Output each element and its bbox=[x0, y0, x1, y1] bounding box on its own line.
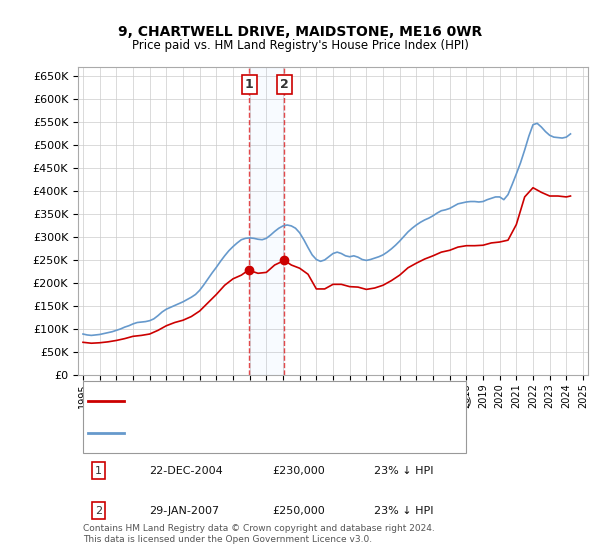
Text: 23% ↓ HPI: 23% ↓ HPI bbox=[374, 506, 433, 516]
Text: HPI: Average price, detached house, Maidstone: HPI: Average price, detached house, Maid… bbox=[134, 428, 381, 437]
Text: 29-JAN-2007: 29-JAN-2007 bbox=[149, 506, 220, 516]
Text: 22-DEC-2004: 22-DEC-2004 bbox=[149, 466, 223, 476]
Text: 1: 1 bbox=[245, 78, 254, 91]
Text: 1: 1 bbox=[95, 466, 102, 476]
Text: 2: 2 bbox=[95, 506, 102, 516]
Bar bbox=[249, 67, 284, 375]
Text: 23% ↓ HPI: 23% ↓ HPI bbox=[374, 466, 433, 476]
Text: 2: 2 bbox=[280, 78, 289, 91]
Text: 9, CHARTWELL DRIVE, MAIDSTONE, ME16 0WR: 9, CHARTWELL DRIVE, MAIDSTONE, ME16 0WR bbox=[118, 25, 482, 39]
Text: £230,000: £230,000 bbox=[272, 466, 325, 476]
Text: 9, CHARTWELL DRIVE, MAIDSTONE, ME16 0WR (detached house): 9, CHARTWELL DRIVE, MAIDSTONE, ME16 0WR … bbox=[134, 396, 472, 407]
Text: £250,000: £250,000 bbox=[272, 506, 325, 516]
Text: Price paid vs. HM Land Registry's House Price Index (HPI): Price paid vs. HM Land Registry's House … bbox=[131, 39, 469, 52]
Text: Contains HM Land Registry data © Crown copyright and database right 2024.
This d: Contains HM Land Registry data © Crown c… bbox=[83, 524, 435, 544]
FancyBboxPatch shape bbox=[83, 381, 466, 454]
